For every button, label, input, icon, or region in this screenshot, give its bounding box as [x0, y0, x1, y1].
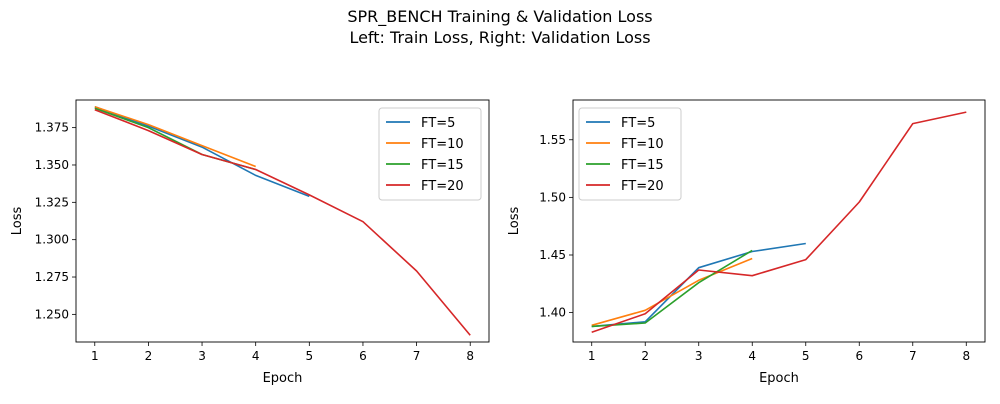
train-legend-label-ft-20: FT=20	[421, 179, 464, 194]
validation-x-tick-label: 8	[962, 349, 970, 363]
validation-series-line-ft-15	[591, 249, 753, 328]
train-y-axis-label: Loss	[10, 207, 25, 236]
train-y-tick-label: 1.375	[35, 121, 69, 135]
train-x-tick-label: 7	[413, 349, 421, 363]
train-legend-label-ft-5: FT=5	[421, 116, 455, 131]
validation-y-tick-label: 1.45	[539, 248, 566, 262]
train-y-tick-label: 1.325	[35, 195, 69, 209]
validation-legend-label-ft-20: FT=20	[621, 179, 664, 194]
train-x-axis-label: Epoch	[263, 371, 303, 386]
validation-legend-label-ft-5: FT=5	[621, 116, 655, 131]
validation-y-tick-label: 1.50	[539, 190, 566, 204]
train-series-line-ft-10	[94, 105, 256, 168]
validation-x-tick-label: 6	[855, 349, 863, 363]
train-y-tick-label: 1.250	[35, 307, 69, 321]
train-series-line-ft-20	[94, 108, 471, 336]
train-legend: FT=5 FT=10 FT=15 FT=20	[378, 107, 482, 201]
train-x-tick-label: 6	[359, 349, 367, 363]
validation-legend-label-ft-15: FT=15	[621, 158, 664, 173]
train-x-tick-label: 3	[198, 349, 206, 363]
train-x-tick-label: 4	[252, 349, 260, 363]
train-y-tick-label: 1.300	[35, 233, 69, 247]
validation-legend: FT=5 FT=10 FT=15 FT=20	[578, 107, 682, 201]
train-x-tick-label: 8	[466, 349, 474, 363]
validation-x-tick-label: 1	[588, 349, 596, 363]
train-legend-label-ft-10: FT=10	[421, 137, 464, 152]
validation-x-tick-label: 5	[802, 349, 810, 363]
train-loss-panel: 1 2 3 4 5 6 7 8 1.250 1.275 1.300 1.325 1.350 1.375 Ep…	[10, 99, 490, 386]
validation-x-tick-label: 7	[909, 349, 917, 363]
figure-suptitle-line2: Left: Train Loss, Right: Validation Loss	[349, 28, 650, 47]
figure-suptitle-line1: SPR_BENCH Training & Validation Loss	[347, 7, 652, 27]
train-series-line-ft-5	[94, 105, 310, 198]
validation-y-tick-label: 1.40	[539, 306, 566, 320]
validation-x-tick-label: 3	[695, 349, 703, 363]
train-x-tick-label: 5	[305, 349, 313, 363]
validation-series-line-ft-10	[591, 257, 753, 327]
validation-x-tick-label: 2	[641, 349, 649, 363]
validation-x-tick-label: 4	[748, 349, 756, 363]
validation-x-axis-label: Epoch	[759, 371, 799, 386]
validation-series-line-ft-20	[591, 111, 967, 333]
validation-y-tick-label: 1.55	[539, 133, 566, 147]
train-x-tick-label: 2	[145, 349, 153, 363]
train-axes-frame	[75, 99, 490, 343]
train-series-line-ft-15	[94, 107, 256, 171]
validation-loss-panel: 1 2 3 4 5 6 7 81.401.451.501.55EpochLossFT=5FT=…	[507, 99, 986, 386]
validation-legend-label-ft-10: FT=10	[621, 137, 664, 152]
train-y-tick-label: 1.350	[35, 158, 69, 172]
train-x-tick-label: 1	[91, 349, 99, 363]
validation-axes-frame	[572, 99, 986, 343]
train-y-tick-label: 1.275	[35, 270, 69, 284]
train-legend-label-ft-15: FT=15	[421, 158, 464, 173]
train-legend-box	[378, 107, 482, 201]
validation-legend-box	[578, 107, 682, 201]
validation-y-axis-label: Loss	[507, 207, 522, 236]
validation-series-line-ft-5	[591, 242, 806, 328]
